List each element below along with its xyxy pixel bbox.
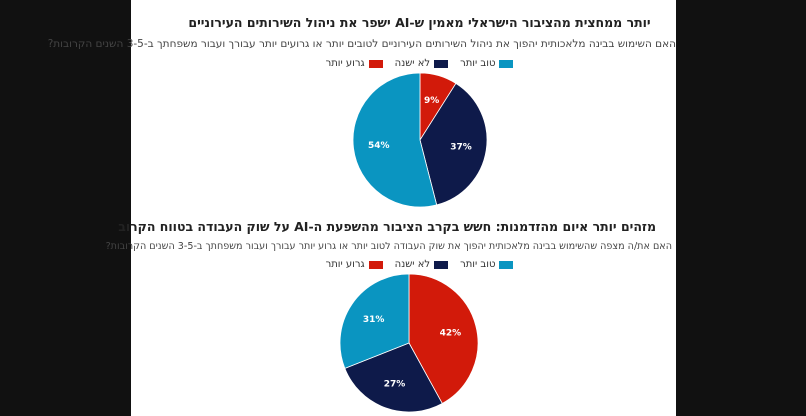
pie-label-worse: 42% xyxy=(440,328,462,338)
chart-title: יותר ממחצית מהציבור הישראלי מאמין ש-AI י… xyxy=(188,15,651,30)
pie-slice-better xyxy=(339,273,410,369)
pie-label-no-change: 37% xyxy=(450,142,472,152)
pie-label-better: 31% xyxy=(363,315,385,325)
chart-panel-labor-market: מזהים יותר איום מהזדמנות: חשש בקרב הציבו… xyxy=(105,210,676,416)
legend-item-no-change: לא ישנה xyxy=(394,259,449,270)
legend-label-better: טוב יותר xyxy=(460,259,496,270)
pie-chart-urban-services: 9% 37% 54% xyxy=(352,72,488,208)
left-black-margin xyxy=(0,0,131,416)
legend-item-no-change: לא ישנה xyxy=(394,58,449,69)
chart-panel-urban-services: יותר ממחצית מהציבור הישראלי מאמין ש-AI י… xyxy=(47,0,676,210)
legend-item-worse: גרוע יותר xyxy=(326,259,383,270)
chart-subtitle: האם את/ה מצפה שהשימוש בבינה מלאכותית יהפ… xyxy=(105,241,672,252)
legend-label-no-change: לא ישנה xyxy=(394,259,431,270)
legend-item-better: טוב יותר xyxy=(460,259,514,270)
right-black-margin xyxy=(675,0,806,416)
legend-item-better: טוב יותר xyxy=(460,58,514,69)
legend-swatch-worse xyxy=(368,260,383,269)
legend-label-worse: גרוע יותר xyxy=(325,259,365,270)
pie-slice-worse xyxy=(408,273,479,405)
pie-label-no-change: 27% xyxy=(384,379,406,389)
chart-title: מזהים יותר איום מהזדמנות: חשש בקרב הציבו… xyxy=(118,219,656,234)
pie-slice-no-change xyxy=(344,342,443,413)
pie-slice-better xyxy=(352,72,438,208)
legend-swatch-no-change xyxy=(434,260,449,269)
chart-legend: טוב יותר לא ישנה גרוע יותר xyxy=(163,58,676,69)
pie-label-worse: 9% xyxy=(424,96,439,106)
legend-label-better: טוב יותר xyxy=(460,58,496,69)
legend-swatch-better xyxy=(499,59,514,68)
chart-legend: טוב יותר לא ישנה גרוע יותר xyxy=(163,259,676,270)
pie-label-better: 54% xyxy=(368,141,390,151)
legend-swatch-worse xyxy=(368,59,383,68)
legend-item-worse: גרוע יותר xyxy=(326,58,383,69)
legend-swatch-better xyxy=(499,260,514,269)
legend-label-no-change: לא ישנה xyxy=(394,58,431,69)
pie-chart-labor-market: 42% 27% 31% xyxy=(339,273,479,413)
legend-swatch-no-change xyxy=(434,59,449,68)
pie-slice-no-change xyxy=(419,82,488,206)
chart-subtitle: האם השימוש בבינה מלאכותית יהפוך את ניהול… xyxy=(47,38,676,50)
legend-label-worse: גרוע יותר xyxy=(325,58,365,69)
